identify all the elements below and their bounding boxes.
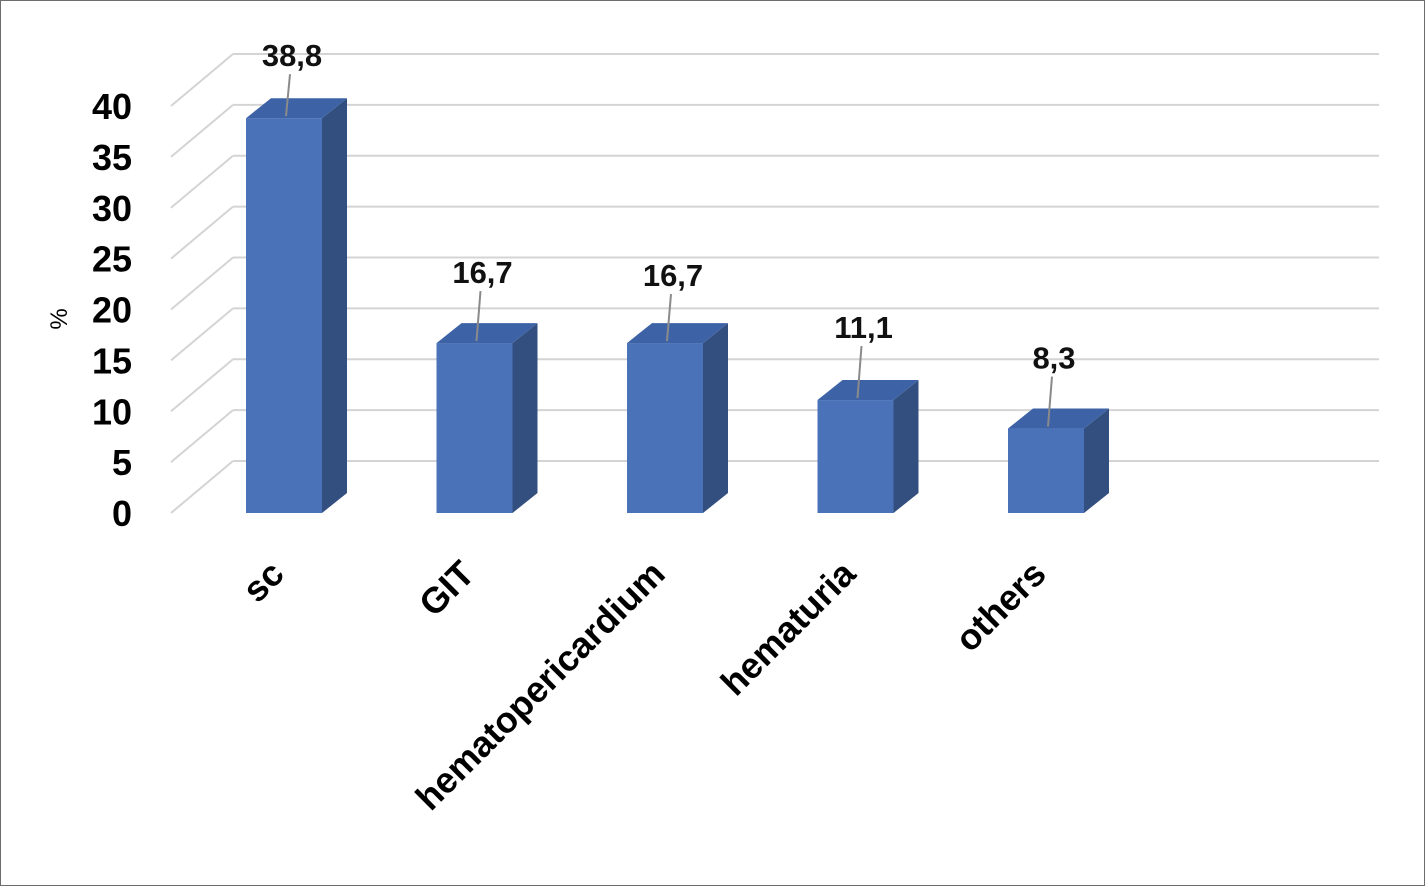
y-tick-label: 10 bbox=[92, 391, 132, 432]
gridline-depth bbox=[170, 53, 234, 107]
bar bbox=[436, 323, 538, 513]
data-label: 11,1 bbox=[834, 310, 893, 345]
y-tick-label: 35 bbox=[92, 137, 132, 178]
bar-side bbox=[893, 380, 919, 513]
bar-front bbox=[817, 400, 894, 513]
data-label: 38,8 bbox=[262, 38, 322, 73]
bar-top bbox=[1008, 408, 1109, 429]
bar-front bbox=[627, 343, 703, 513]
bar-side bbox=[703, 323, 728, 513]
data-labels: 38,8 16,7 16,7 11,1 8,3 bbox=[262, 38, 1076, 427]
leader-line bbox=[1047, 376, 1053, 427]
leader-line bbox=[475, 290, 482, 342]
gridline-depth bbox=[170, 358, 234, 413]
bar-side bbox=[322, 98, 347, 514]
bar-top bbox=[436, 323, 538, 344]
bar-front bbox=[436, 343, 513, 513]
category-label: sc bbox=[234, 553, 291, 610]
gridline-depth bbox=[170, 154, 234, 209]
leader-line bbox=[666, 293, 672, 342]
y-tick-label: 15 bbox=[92, 340, 132, 381]
bar bbox=[627, 323, 728, 513]
bar bbox=[246, 98, 347, 514]
data-label: 8,3 bbox=[1032, 341, 1075, 376]
gridline-depth bbox=[170, 205, 234, 260]
bar-top bbox=[817, 380, 919, 401]
gridline-depth bbox=[170, 307, 234, 362]
y-tick-label: 0 bbox=[112, 493, 132, 534]
bars bbox=[246, 98, 1109, 514]
bar-top bbox=[246, 98, 347, 119]
y-tick-label: 20 bbox=[92, 290, 132, 331]
category-label: others bbox=[947, 553, 1054, 660]
gridlines bbox=[170, 53, 1379, 514]
bar bbox=[817, 380, 919, 513]
leader-line bbox=[285, 74, 291, 117]
category-label: hematuria bbox=[712, 552, 863, 703]
leader-line bbox=[856, 345, 863, 399]
data-label: 16,7 bbox=[643, 258, 703, 293]
y-axis-ticks: 0 5 10 15 20 25 30 35 40 bbox=[92, 86, 132, 534]
gridline-depth bbox=[170, 104, 234, 158]
bar-side bbox=[512, 323, 538, 513]
bar-side bbox=[1084, 408, 1109, 513]
bar-front bbox=[246, 118, 322, 514]
y-axis-label: % bbox=[46, 308, 73, 329]
gridline-depth bbox=[170, 409, 234, 463]
y-tick-label: 5 bbox=[112, 442, 132, 483]
y-tick-label: 25 bbox=[92, 239, 132, 280]
y-tick-label: 30 bbox=[92, 188, 132, 229]
bar-front bbox=[1008, 428, 1084, 513]
category-label: GIT bbox=[411, 553, 482, 624]
y-tick-label: 40 bbox=[92, 86, 132, 127]
bar bbox=[1008, 408, 1109, 513]
data-label: 16,7 bbox=[452, 255, 512, 290]
gridline-depth bbox=[170, 460, 234, 514]
gridline-depth bbox=[170, 256, 234, 311]
bar-top bbox=[627, 323, 728, 344]
